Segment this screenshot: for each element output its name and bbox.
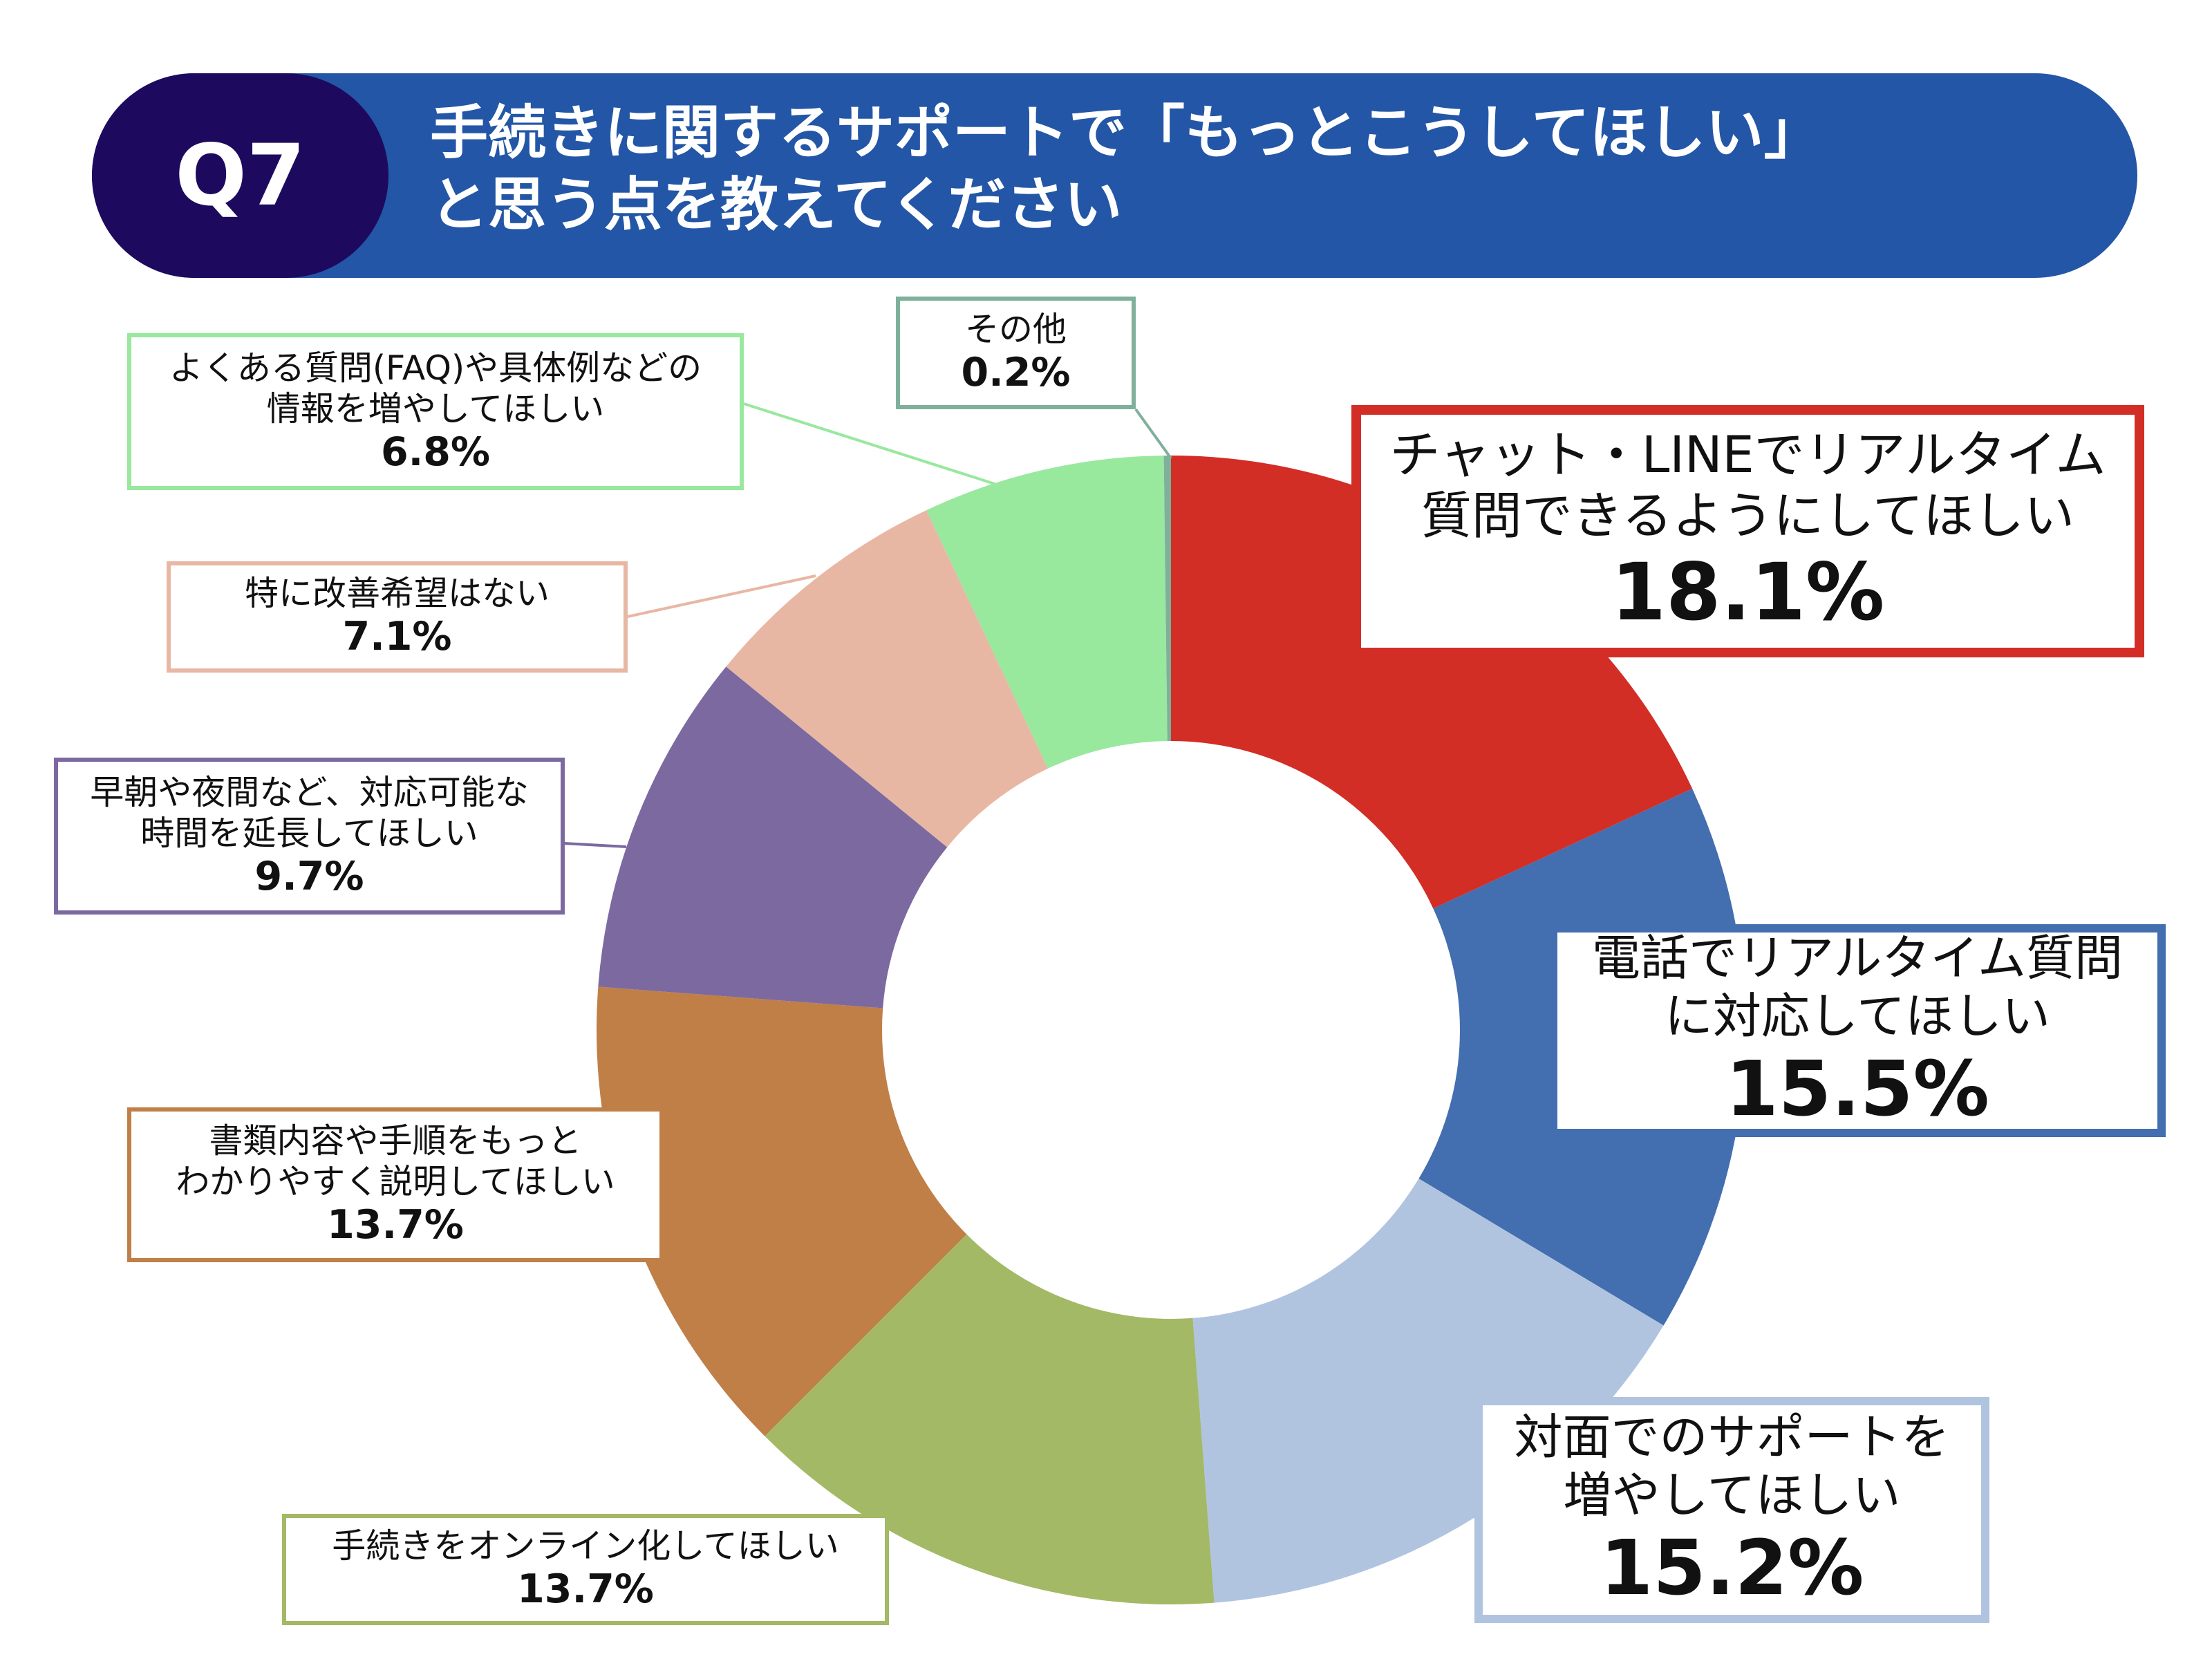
donut-slice (726, 510, 1049, 847)
header-bar (92, 73, 2137, 278)
label-box: 早朝や夜間など、対応可能な 時間を延長してほしい 9.7% (54, 758, 565, 915)
label-box: 手続きをオンライン化してほしい 13.7% (282, 1514, 889, 1625)
value-label: 15.5% (1725, 1044, 1989, 1133)
donut-slice (1192, 1179, 1664, 1603)
category-label: 電話でリアルタイム質問 に対応してほしい (1592, 929, 2123, 1044)
donut-slice (1171, 456, 1693, 909)
question-badge: Q7 (92, 73, 388, 278)
value-label: 15.2% (1600, 1524, 1864, 1613)
category-label: 特に改善希望はない (244, 574, 550, 614)
value-label: 13.7% (517, 1566, 654, 1613)
leader-line (743, 402, 995, 485)
category-label: 手続きをオンライン化してほしい (332, 1526, 839, 1566)
chart-title: 手続きに関するサポートで「もっとこうしてほしい」 と思う点を教えてください (430, 99, 1822, 238)
value-label: 7.1% (342, 614, 452, 660)
value-label: 13.7% (327, 1202, 464, 1248)
label-box: 特に改善希望はない 7.1% (167, 561, 628, 673)
label-box: 対面でのサポートを 増やしてほしい 15.2% (1474, 1397, 1989, 1623)
category-label: 早朝や夜間など、対応可能な 時間を延長してほしい (90, 772, 529, 853)
leader-line (563, 842, 627, 848)
category-label: 書類内容や手順をもっと わかりやすく説明してほしい (176, 1121, 615, 1202)
category-label: 対面でのサポートを 増やしてほしい (1514, 1409, 1950, 1524)
donut-slice (765, 1234, 1215, 1604)
value-label: 18.1% (1611, 545, 1885, 638)
label-box: よくある質問(FAQ)や具体例などの 情報を増やしてほしい 6.8% (127, 333, 744, 490)
label-box: チャット・LINEでリアルタイム 質問できるようにしてほしい 18.1% (1351, 405, 2144, 657)
category-label: よくある質問(FAQ)や具体例などの 情報を増やしてほしい (169, 348, 702, 429)
label-box: 電話でリアルタイム質問 に対応してほしい 15.5% (1549, 924, 2166, 1137)
donut-slice (597, 986, 967, 1436)
donut-slice (598, 666, 948, 1009)
label-box: その他 0.2% (896, 297, 1136, 409)
label-box: 書類内容や手順をもっと わかりやすく説明してほしい 13.7% (127, 1107, 664, 1262)
donut-slice (926, 456, 1168, 769)
category-label: その他 (964, 310, 1067, 350)
leader-line (1134, 408, 1172, 460)
leader-line (627, 574, 816, 618)
category-label: チャット・LINEでリアルタイム 質問できるようにしてほしい (1389, 426, 2106, 545)
donut-slice (1163, 456, 1171, 742)
value-label: 6.8% (380, 429, 491, 475)
value-label: 9.7% (254, 853, 364, 899)
value-label: 0.2% (961, 350, 1071, 396)
